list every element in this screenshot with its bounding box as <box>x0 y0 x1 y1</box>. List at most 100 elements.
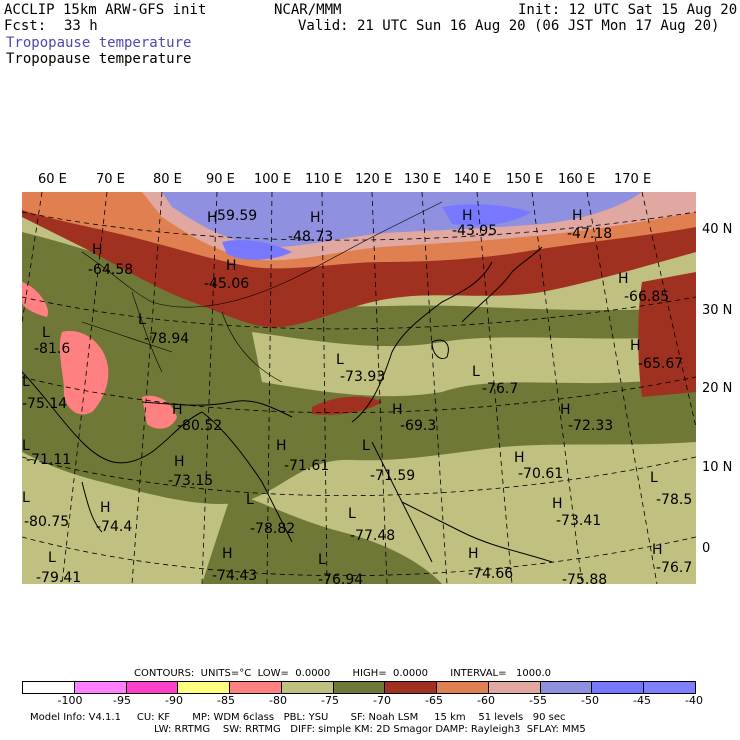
extremum-value: -45.06 <box>204 276 249 292</box>
extremum-marker: H <box>560 402 571 418</box>
lon-label: 130 E <box>404 172 442 187</box>
extremum-marker: L <box>42 325 50 341</box>
legend-tick: -90 <box>165 694 183 707</box>
extremum-marker: L <box>472 364 480 380</box>
extremum-value: -72.33 <box>568 418 613 434</box>
extremum-marker: H <box>276 438 287 454</box>
extremum-marker: L <box>138 312 146 328</box>
legend-tick: -85 <box>217 694 235 707</box>
extremum-value: -66.85 <box>624 289 669 305</box>
lat-label: 40 N <box>702 222 733 237</box>
fcst-value: 33 h <box>64 18 98 34</box>
extremum-value: -43.95 <box>452 223 497 239</box>
legend-tick: -65 <box>425 694 443 707</box>
extremum-marker: H <box>100 500 111 516</box>
lat-label: 30 N <box>702 303 733 318</box>
contours-info: CONTOURS: UNITS=°C LOW= 0.0000 HIGH= 0.0… <box>134 668 552 679</box>
extremum-value: -74.66 <box>468 566 513 582</box>
graticule <box>22 192 696 584</box>
extremum-marker: H <box>392 402 403 418</box>
extremum-value: -74.4 <box>96 519 132 535</box>
extremum-value: -71.59 <box>370 468 415 484</box>
extremum-value: -78.82 <box>250 521 295 537</box>
legend-swatch <box>178 682 231 693</box>
legend-swatch <box>74 682 127 693</box>
extremum-value: -75.88 <box>562 572 607 584</box>
legend-swatch <box>281 682 334 693</box>
lon-label: 120 E <box>355 172 393 187</box>
extremum-value: -48.73 <box>288 229 333 245</box>
extremum-value: -80.75 <box>24 514 69 530</box>
extremum-value: -69.3 <box>400 418 436 434</box>
field-title-2: Tropopause temperature <box>6 51 192 67</box>
extremum-marker: L <box>48 550 56 566</box>
fcst-label: Fcst: <box>4 18 47 34</box>
extremum-value: -76.7 <box>482 381 518 397</box>
legend-tick: -100 <box>57 694 83 707</box>
extremum-marker: H <box>226 258 237 274</box>
legend-swatch <box>230 682 282 693</box>
extremum-marker: H <box>630 338 641 354</box>
extremum-marker: H <box>652 542 663 558</box>
extremum-marker: L <box>22 374 30 390</box>
legend-swatch <box>333 682 386 693</box>
legend-swatch <box>437 682 489 693</box>
lon-label: 70 E <box>96 172 125 187</box>
extremum-value: -73.15 <box>168 473 213 489</box>
legend-swatch <box>644 682 695 693</box>
model-title: ACCLIP 15km ARW-GFS init <box>4 2 207 18</box>
lat-label: 0 <box>702 541 711 556</box>
legend-tick: -80 <box>269 694 287 707</box>
extremum-value: -76.94 <box>318 572 363 584</box>
extremum-marker: L <box>22 438 30 454</box>
legend-swatch <box>126 682 179 693</box>
tropopause-temperature-map: H -59.59 H -48.73 H -43.95 H -47.18 H -6… <box>22 192 696 584</box>
legend-swatch <box>540 682 593 693</box>
model-info-line-1: Model Info: V4.1.1 CU: KF MP: WDM 6class… <box>30 712 566 723</box>
extremum-marker: L <box>362 438 370 454</box>
extremum-marker: H <box>92 242 103 258</box>
legend-tick: -75 <box>321 694 339 707</box>
extremum-marker: H <box>572 208 583 224</box>
init-time: Init: 12 UTC Sat 15 Aug 20 <box>518 2 738 18</box>
legend-tick: -60 <box>477 694 495 707</box>
legend-tick: -55 <box>529 694 547 707</box>
legend-swatch <box>23 682 75 693</box>
extremum-value: -71.11 <box>26 452 71 468</box>
extremum-value: -59.59 <box>212 208 257 224</box>
lon-label: 100 E <box>254 172 292 187</box>
extremum-value: -80.52 <box>177 418 222 434</box>
legend-swatch <box>488 682 541 693</box>
field-patch-salmon <box>59 331 109 415</box>
field-patch-darkred <box>312 396 382 415</box>
extremum-marker: H <box>207 210 218 226</box>
legend-tick: -50 <box>581 694 599 707</box>
extremum-value: -81.6 <box>34 341 70 357</box>
extremum-marker: H <box>172 402 183 418</box>
lon-label: 150 E <box>506 172 544 187</box>
extremum-value: -78.94 <box>144 331 189 347</box>
extremum-value: -65.67 <box>638 356 683 372</box>
extremum-marker: L <box>650 470 658 486</box>
extremum-marker: L <box>348 506 356 522</box>
lat-label: 20 N <box>702 381 733 396</box>
lat-label: 10 N <box>702 460 733 475</box>
extremum-value: -79.41 <box>36 570 81 584</box>
extremum-value: -70.61 <box>518 466 563 482</box>
country-borders <box>81 201 443 383</box>
extremum-value: -64.58 <box>88 262 133 278</box>
extremum-value: -47.18 <box>567 226 612 242</box>
extremum-marker: H <box>514 450 525 466</box>
legend-tick: -95 <box>113 694 131 707</box>
legend-swatch <box>592 682 645 693</box>
extremum-marker: H <box>618 271 629 287</box>
lon-label: 60 E <box>38 172 67 187</box>
extremum-marker: L <box>22 490 30 506</box>
extremum-value: -73.93 <box>340 369 385 385</box>
legend-swatch <box>385 682 438 693</box>
extremum-value: -71.61 <box>284 458 329 474</box>
legend-tick: -45 <box>633 694 651 707</box>
field-patch-darkred <box>638 272 696 397</box>
extremum-marker: H <box>310 210 321 226</box>
extremum-marker: H <box>468 546 479 562</box>
